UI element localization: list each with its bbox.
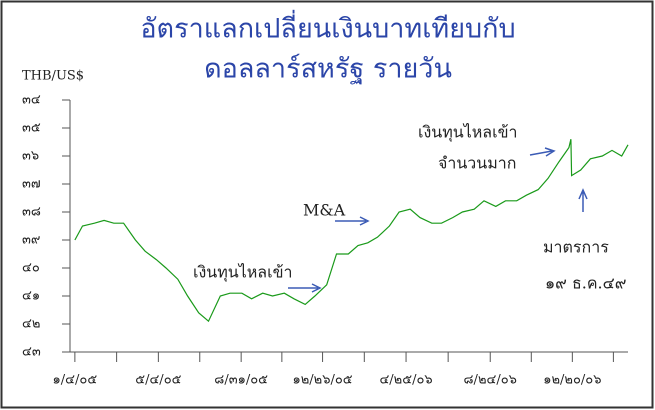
chart-title: ดอลลาร์สหรัฐ รายวัน bbox=[204, 53, 452, 85]
annotation: เงินทุนไหลเข้า bbox=[418, 123, 518, 143]
y-tick-label: ๓๘ bbox=[22, 205, 41, 220]
y-tick-label: ๔๑ bbox=[22, 289, 40, 304]
y-tick-label: ๓๙ bbox=[22, 233, 40, 248]
y-tick-label: ๔๒ bbox=[22, 317, 40, 332]
y-tick-label: ๓๗ bbox=[22, 177, 41, 192]
annotation: ๑๙ ธ.ค.๔๙ bbox=[545, 274, 626, 293]
y-tick-label: ๔๐ bbox=[22, 261, 40, 276]
arrow bbox=[529, 147, 556, 157]
annotation: จำนวนมาก bbox=[438, 154, 516, 173]
annotation: M&A bbox=[303, 201, 346, 220]
arrow bbox=[288, 283, 322, 293]
x-tick-label: ๘/๒๔/๐๖ bbox=[464, 373, 517, 388]
y-tick-label: ๓๖ bbox=[22, 149, 39, 164]
x-tick-label: ๑๒/๒๐/๐๖ bbox=[543, 373, 601, 388]
x-tick-label: ๘/๓๑/๐๕ bbox=[214, 373, 268, 388]
annotation: มาตรการ bbox=[543, 238, 609, 257]
y-tick-label: ๔๓ bbox=[22, 345, 41, 360]
x-tick-label: ๑๒/๒๖/๐๕ bbox=[292, 373, 352, 388]
x-tick-label: ๔/๒๕/๐๖ bbox=[379, 373, 432, 388]
arrow bbox=[578, 188, 588, 212]
y-tick-label: ๓๔ bbox=[22, 93, 41, 108]
y-axis-label: THB/US$ bbox=[22, 69, 84, 84]
x-tick-label: ๕/๔/๐๕ bbox=[135, 373, 181, 388]
arrow bbox=[335, 216, 370, 226]
chart-title: อัตราแลกเปลี่ยนเงินบาทเทียบกับ bbox=[140, 10, 515, 45]
annotation: เงินทุนไหลเข้า bbox=[193, 263, 293, 283]
x-tick-label: ๑/๔/๐๕ bbox=[53, 373, 98, 388]
data-line bbox=[74, 139, 629, 323]
y-tick-label: ๓๕ bbox=[22, 121, 41, 136]
